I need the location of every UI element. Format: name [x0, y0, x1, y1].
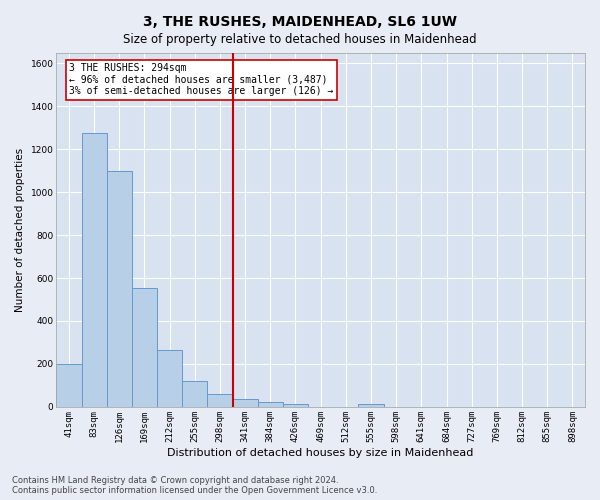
Bar: [132, 288, 157, 407]
Y-axis label: Number of detached properties: Number of detached properties: [15, 148, 25, 312]
Bar: [233, 400, 258, 407]
Bar: [157, 350, 182, 407]
Text: 3, THE RUSHES, MAIDENHEAD, SL6 1UW: 3, THE RUSHES, MAIDENHEAD, SL6 1UW: [143, 15, 457, 29]
Text: Size of property relative to detached houses in Maidenhead: Size of property relative to detached ho…: [123, 32, 477, 46]
Bar: [182, 381, 208, 407]
Text: Contains HM Land Registry data © Crown copyright and database right 2024.
Contai: Contains HM Land Registry data © Crown c…: [12, 476, 377, 495]
X-axis label: Distribution of detached houses by size in Maidenhead: Distribution of detached houses by size …: [167, 448, 474, 458]
Bar: [358, 404, 383, 407]
Bar: [283, 404, 308, 407]
Bar: [56, 364, 82, 407]
Bar: [258, 402, 283, 407]
Bar: [208, 394, 233, 407]
Bar: [82, 133, 107, 407]
Text: 3 THE RUSHES: 294sqm
← 96% of detached houses are smaller (3,487)
3% of semi-det: 3 THE RUSHES: 294sqm ← 96% of detached h…: [70, 63, 334, 96]
Bar: [107, 170, 132, 407]
